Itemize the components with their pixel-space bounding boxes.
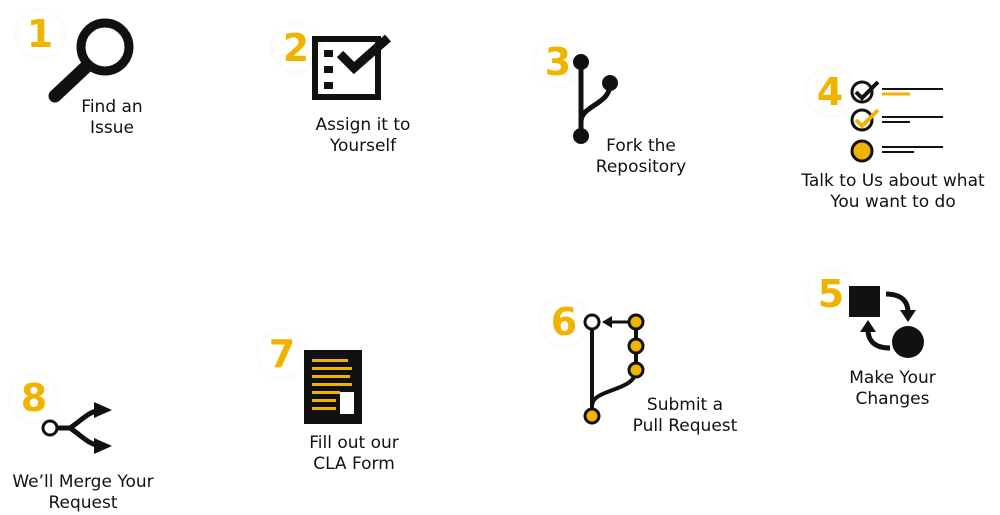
step-label: Talk to Us about what You want to do xyxy=(801,171,985,212)
merge-icon xyxy=(41,402,112,454)
magnifier-icon xyxy=(48,18,134,103)
changes-icon xyxy=(849,286,924,358)
checklist-icon xyxy=(312,34,391,100)
step-number: 2 xyxy=(270,22,322,74)
step-number: 8 xyxy=(8,372,60,424)
step-label: Fill out our CLA Form xyxy=(309,433,399,474)
pull-request-icon xyxy=(583,313,645,425)
step-label: Make Your Changes xyxy=(849,368,936,409)
step-label: Fork the Repository xyxy=(595,136,687,177)
step-number: 5 xyxy=(805,268,857,320)
step-label: Find an Issue xyxy=(81,97,143,138)
step-label: Assign it to Yourself xyxy=(315,115,411,156)
step-label: Submit a Pull Request xyxy=(632,395,738,436)
step-label: We’ll Merge Your Request xyxy=(12,472,154,513)
form-icon xyxy=(304,350,362,424)
fork-icon xyxy=(573,54,618,144)
todo-list-icon xyxy=(850,80,943,163)
step-number: 1 xyxy=(14,8,66,60)
step-number: 6 xyxy=(538,296,590,348)
step-number: 7 xyxy=(256,328,308,380)
step-number: 4 xyxy=(804,66,856,118)
